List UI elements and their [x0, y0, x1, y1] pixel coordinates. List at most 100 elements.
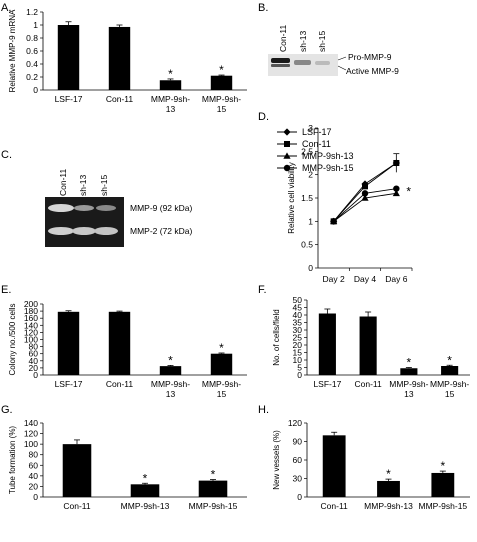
- x-category-label: LSF-17: [313, 379, 341, 389]
- x-category-label: 15: [217, 104, 227, 114]
- x-category-label: 13: [166, 104, 176, 114]
- x-category-label: Day 6: [385, 274, 407, 284]
- bar: [322, 435, 346, 497]
- bar: [57, 311, 80, 375]
- y-tick-label: 180: [24, 306, 38, 316]
- x-category-label: MMP-9sh-: [151, 94, 190, 104]
- gel-lane-label: sh-15: [99, 174, 109, 196]
- y-tick-label: 120: [24, 429, 38, 439]
- y-tick-label: 120: [288, 418, 302, 428]
- y-tick-label: 2: [308, 170, 313, 180]
- y-tick-label: 60: [293, 455, 303, 465]
- bar: [377, 480, 400, 497]
- y-tick-label: 25: [293, 333, 303, 343]
- bar: [108, 26, 131, 90]
- significance-star: *: [386, 467, 391, 481]
- blot-pointer-active: [337, 65, 347, 71]
- x-category-label: 15: [445, 389, 455, 399]
- y-tick-label: 40: [293, 310, 303, 320]
- y-tick-label: 1.5: [301, 193, 313, 203]
- y-tick-label: 0: [297, 370, 302, 380]
- x-category-label: MMP-9sh-: [430, 379, 469, 389]
- significance-star: *: [219, 341, 224, 355]
- significance-star: *: [211, 468, 216, 482]
- panel-letter-b: B.: [258, 2, 268, 14]
- bar: [210, 353, 233, 375]
- bar: [108, 311, 131, 375]
- legend-label: LSF-17: [302, 127, 332, 137]
- y-tick-label: 20: [293, 340, 303, 350]
- y-tick-label: 40: [29, 471, 39, 481]
- significance-star: *: [447, 353, 452, 367]
- y-tick-label: 1.2: [26, 7, 38, 17]
- blot-lane-label: sh-13: [298, 30, 308, 52]
- gel-band-mmp2: [48, 227, 74, 235]
- western-blot-panel: Con-11 sh-13 sh-15 Pro-MMP-9 Active MMP-…: [268, 24, 399, 76]
- panel-letter-e: E.: [1, 284, 11, 296]
- y-tick-label: 20: [29, 363, 39, 373]
- data-point-square: [362, 183, 368, 190]
- y-tick-label: 0.6: [26, 46, 38, 56]
- legend-label: MMP-9sh-15: [302, 163, 354, 173]
- gel-band-mmp9: [48, 204, 74, 212]
- y-tick-label: 0: [33, 85, 38, 95]
- x-category-label: Con-11: [106, 379, 134, 389]
- x-category-label: MMP-9sh-15: [419, 501, 468, 511]
- data-point-triangle: [392, 189, 400, 197]
- gel-lane-label: sh-13: [78, 174, 88, 196]
- y-tick-label: 0.5: [301, 240, 313, 250]
- x-category-label: 13: [404, 389, 414, 399]
- x-category-label: MMP-9sh-: [202, 379, 241, 389]
- data-point-square: [284, 141, 290, 147]
- bar: [198, 480, 228, 497]
- y-tick-label: 0.4: [26, 59, 38, 69]
- y-tick-label: 0: [33, 492, 38, 502]
- y-tick-label: 60: [29, 460, 39, 470]
- y-tick-label: 80: [29, 342, 39, 352]
- y-tick-label: 10: [293, 355, 303, 365]
- x-category-label: Day 2: [323, 274, 345, 284]
- x-category-label: MMP-9sh-13: [364, 501, 413, 511]
- bar-chart-h: 0 30 60 90 120 New vessels (%) Con-11 * MMP-9sh-…: [272, 418, 470, 511]
- y-tick-label: 140: [24, 320, 38, 330]
- blot-lane-label: sh-15: [317, 30, 327, 52]
- y-tick-label: 1: [308, 216, 313, 226]
- y-axis-label: New vessels (%): [272, 430, 281, 490]
- x-category-label: LSF-17: [55, 379, 83, 389]
- bar: [159, 80, 182, 90]
- y-tick-label: 200: [24, 299, 38, 309]
- blot-band-con11-pro: [271, 58, 290, 63]
- y-tick-label: 140: [24, 418, 38, 428]
- y-tick-label: 0: [308, 263, 313, 273]
- data-point-triangle: [361, 194, 369, 201]
- y-tick-label: 35: [293, 318, 303, 328]
- zymogram-panel: Con-11 sh-13 sh-15 MMP-9 (92 kDa) MMP-2 …: [45, 168, 193, 247]
- data-point-circle: [361, 190, 369, 197]
- data-point-diamond: [283, 128, 291, 136]
- y-tick-label: 100: [24, 335, 38, 345]
- gel-lane-label: Con-11: [58, 168, 68, 196]
- bar: [431, 472, 455, 497]
- gel-band-mmp2: [94, 227, 118, 235]
- y-tick-label: 100: [24, 439, 38, 449]
- x-category-label: MMP-9sh-13: [121, 501, 170, 511]
- significance-star: *: [440, 459, 445, 473]
- y-tick-label: 3: [308, 123, 313, 133]
- panel-letter-g: G.: [1, 404, 13, 416]
- panel-letter-c: C.: [1, 149, 12, 161]
- bar: [130, 484, 160, 497]
- y-tick-label: 160: [24, 313, 38, 323]
- bar: [359, 316, 377, 375]
- panel-letter-h: H.: [258, 404, 269, 416]
- gel-band-label-mmp2: MMP-2 (72 kDa): [130, 226, 193, 236]
- y-axis-label: No. of cells/field: [272, 309, 281, 365]
- bar: [441, 366, 459, 375]
- significance-star: *: [407, 356, 412, 370]
- data-point-triangle: [283, 152, 291, 159]
- data-point-circle: [393, 185, 400, 192]
- blot-lane-label: Con-11: [278, 24, 288, 52]
- blot-band-sh13: [294, 60, 311, 65]
- blot-band-sh15: [315, 61, 330, 65]
